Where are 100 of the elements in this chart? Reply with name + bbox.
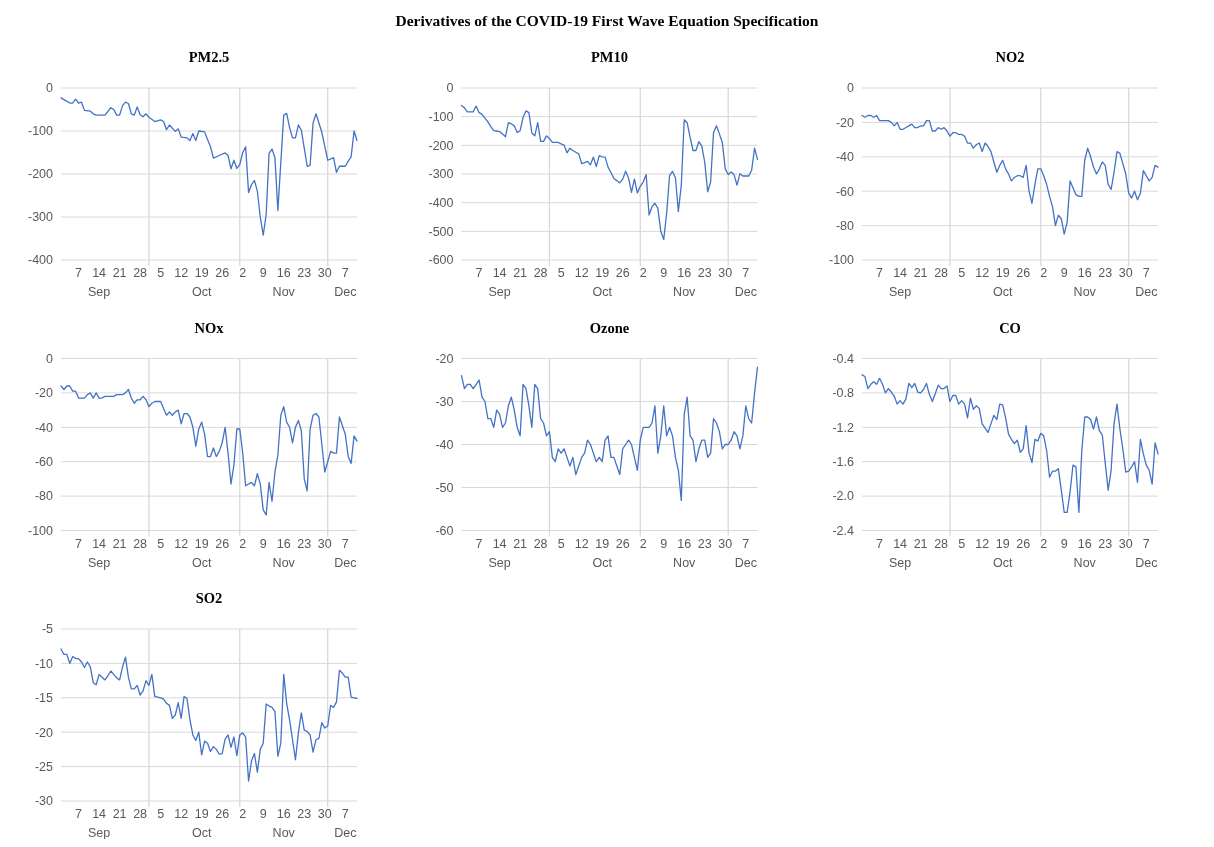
x-tick-label: 21: [112, 266, 127, 280]
y-tick-label: 0: [847, 81, 855, 96]
y-tick-label: -20: [835, 115, 855, 130]
x-tick-label: 9: [259, 807, 267, 821]
y-tick-label: -60: [435, 523, 454, 538]
y-tick-label: -200: [428, 138, 454, 153]
y-tick-label: -0.4: [832, 351, 855, 366]
y-tick-label: -600: [428, 253, 454, 268]
x-tick-label: 30: [317, 266, 332, 280]
x-tick-label: 28: [133, 536, 148, 551]
x-tick-label: 5: [557, 536, 565, 551]
chart-title: NOx: [194, 319, 225, 336]
x-tick-label: 14 Sep: [87, 807, 111, 840]
x-tick-label: 26: [215, 536, 230, 551]
y-tick-label: -100: [27, 523, 54, 538]
x-tick-label: 7 Dec: [734, 536, 757, 570]
y-tick-label: -60: [34, 455, 54, 470]
x-tick-label: 2: [1040, 266, 1048, 280]
x-tick-label: 12: [174, 266, 189, 280]
y-tick-label: -300: [428, 167, 454, 182]
x-tick-label: 28: [934, 266, 949, 280]
x-tick-label: 23: [297, 807, 312, 821]
line-series: [861, 374, 1159, 514]
x-tick-label: 30: [317, 807, 332, 821]
x-tick-label: 2: [639, 536, 647, 551]
y-tick-label: 0: [46, 351, 54, 366]
y-tick-label: -1.2: [832, 420, 855, 435]
y-tick-label: -20: [435, 351, 454, 366]
x-tick-label: 2: [239, 266, 247, 280]
x-tick-label: 7 Dec: [334, 536, 357, 570]
x-tick-label: 5: [157, 807, 165, 821]
x-tick-label: 16 Nov: [272, 536, 296, 570]
y-tick-label: -10: [34, 656, 54, 671]
y-tick-label: -25: [34, 759, 54, 774]
x-tick-label: 7: [75, 536, 83, 551]
x-tick-label: 5: [958, 266, 966, 280]
x-tick-label: 9: [660, 266, 668, 280]
x-tick-label: 19 Oct: [992, 266, 1013, 299]
line-series: [460, 104, 759, 241]
y-tick-label: -50: [435, 480, 454, 495]
y-tick-label: -400: [428, 196, 454, 211]
x-tick-label: 7: [876, 536, 884, 551]
y-tick-label: -300: [27, 210, 54, 225]
x-tick-label: 14 Sep: [888, 536, 912, 570]
x-tick-label: 5: [157, 266, 165, 280]
y-tick-label: -40: [435, 437, 454, 452]
x-tick-label: 23: [1098, 536, 1113, 551]
chart-title: NO2: [995, 49, 1025, 65]
x-tick-label: 21: [913, 536, 928, 551]
x-tick-label: 9: [1060, 536, 1068, 551]
x-tick-label: 16 Nov: [272, 266, 296, 299]
x-tick-label: 2: [239, 536, 247, 551]
y-tick-label: -0.8: [832, 386, 855, 401]
x-tick-label: 16 Nov: [272, 807, 296, 840]
x-tick-label: 28: [533, 266, 548, 280]
x-tick-label: 28: [133, 807, 148, 821]
x-tick-label: 14 Sep: [488, 266, 511, 299]
x-tick-label: 5: [557, 266, 565, 280]
x-tick-label: 9: [1060, 266, 1068, 280]
x-tick-label: 12: [975, 266, 990, 280]
x-tick-label: 9: [660, 536, 668, 551]
line-series: [60, 385, 358, 516]
x-tick-label: 7: [75, 807, 83, 821]
x-tick-label: 19 Oct: [191, 807, 212, 840]
y-tick-label: -2.0: [832, 489, 855, 504]
y-tick-label: -400: [27, 253, 54, 268]
x-tick-label: 21: [913, 266, 928, 280]
x-tick-label: 7: [876, 266, 884, 280]
y-tick-label: -1.6: [832, 455, 855, 470]
x-tick-label: 21: [112, 807, 127, 821]
line-series: [861, 114, 1159, 235]
x-tick-label: 21: [513, 536, 528, 551]
chart-title: CO: [999, 319, 1021, 336]
x-tick-label: 12: [174, 536, 189, 551]
x-tick-label: 23: [697, 536, 712, 551]
y-tick-label: -500: [428, 224, 454, 239]
x-tick-label: 16 Nov: [673, 266, 697, 299]
x-tick-label: 16 Nov: [1073, 536, 1097, 570]
y-tick-label: -30: [34, 794, 54, 809]
x-tick-label: 19 Oct: [191, 536, 212, 570]
chart-title: PM10: [590, 49, 629, 65]
x-tick-label: 7 Dec: [1135, 266, 1158, 299]
x-tick-label: 2: [1040, 536, 1048, 551]
x-tick-label: 14 Sep: [87, 536, 111, 570]
x-tick-label: 23: [297, 266, 312, 280]
x-tick-label: 26: [215, 807, 230, 821]
x-tick-label: 7 Dec: [334, 807, 357, 840]
x-tick-label: 26: [1016, 536, 1031, 551]
x-tick-label: 30: [718, 536, 733, 551]
x-tick-label: 7 Dec: [734, 266, 757, 299]
x-tick-label: 21: [513, 266, 528, 280]
x-tick-label: 28: [533, 536, 548, 551]
chart-title: SO2: [195, 590, 223, 606]
x-tick-label: 2: [639, 266, 647, 280]
y-tick-label: -200: [27, 167, 54, 182]
x-tick-label: 14 Sep: [87, 266, 111, 299]
y-tick-label: -100: [828, 253, 855, 268]
x-tick-label: 9: [259, 266, 267, 280]
line-series: [60, 648, 358, 782]
x-tick-label: 23: [1098, 266, 1113, 280]
